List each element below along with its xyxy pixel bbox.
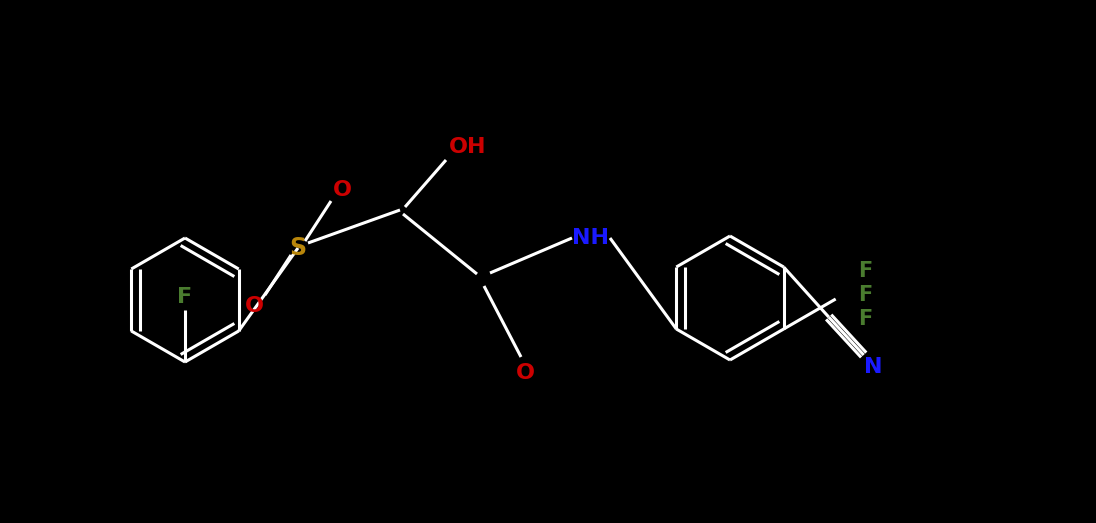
Text: F: F [178,287,193,307]
Text: OH: OH [449,137,487,157]
Text: F: F [858,309,872,329]
Text: S: S [289,236,307,260]
Text: O: O [244,296,263,316]
Text: O: O [332,180,352,200]
Text: F: F [858,261,872,281]
Text: N: N [865,357,883,377]
Text: F: F [858,285,872,305]
Text: NH: NH [571,228,608,248]
Text: O: O [515,363,535,383]
